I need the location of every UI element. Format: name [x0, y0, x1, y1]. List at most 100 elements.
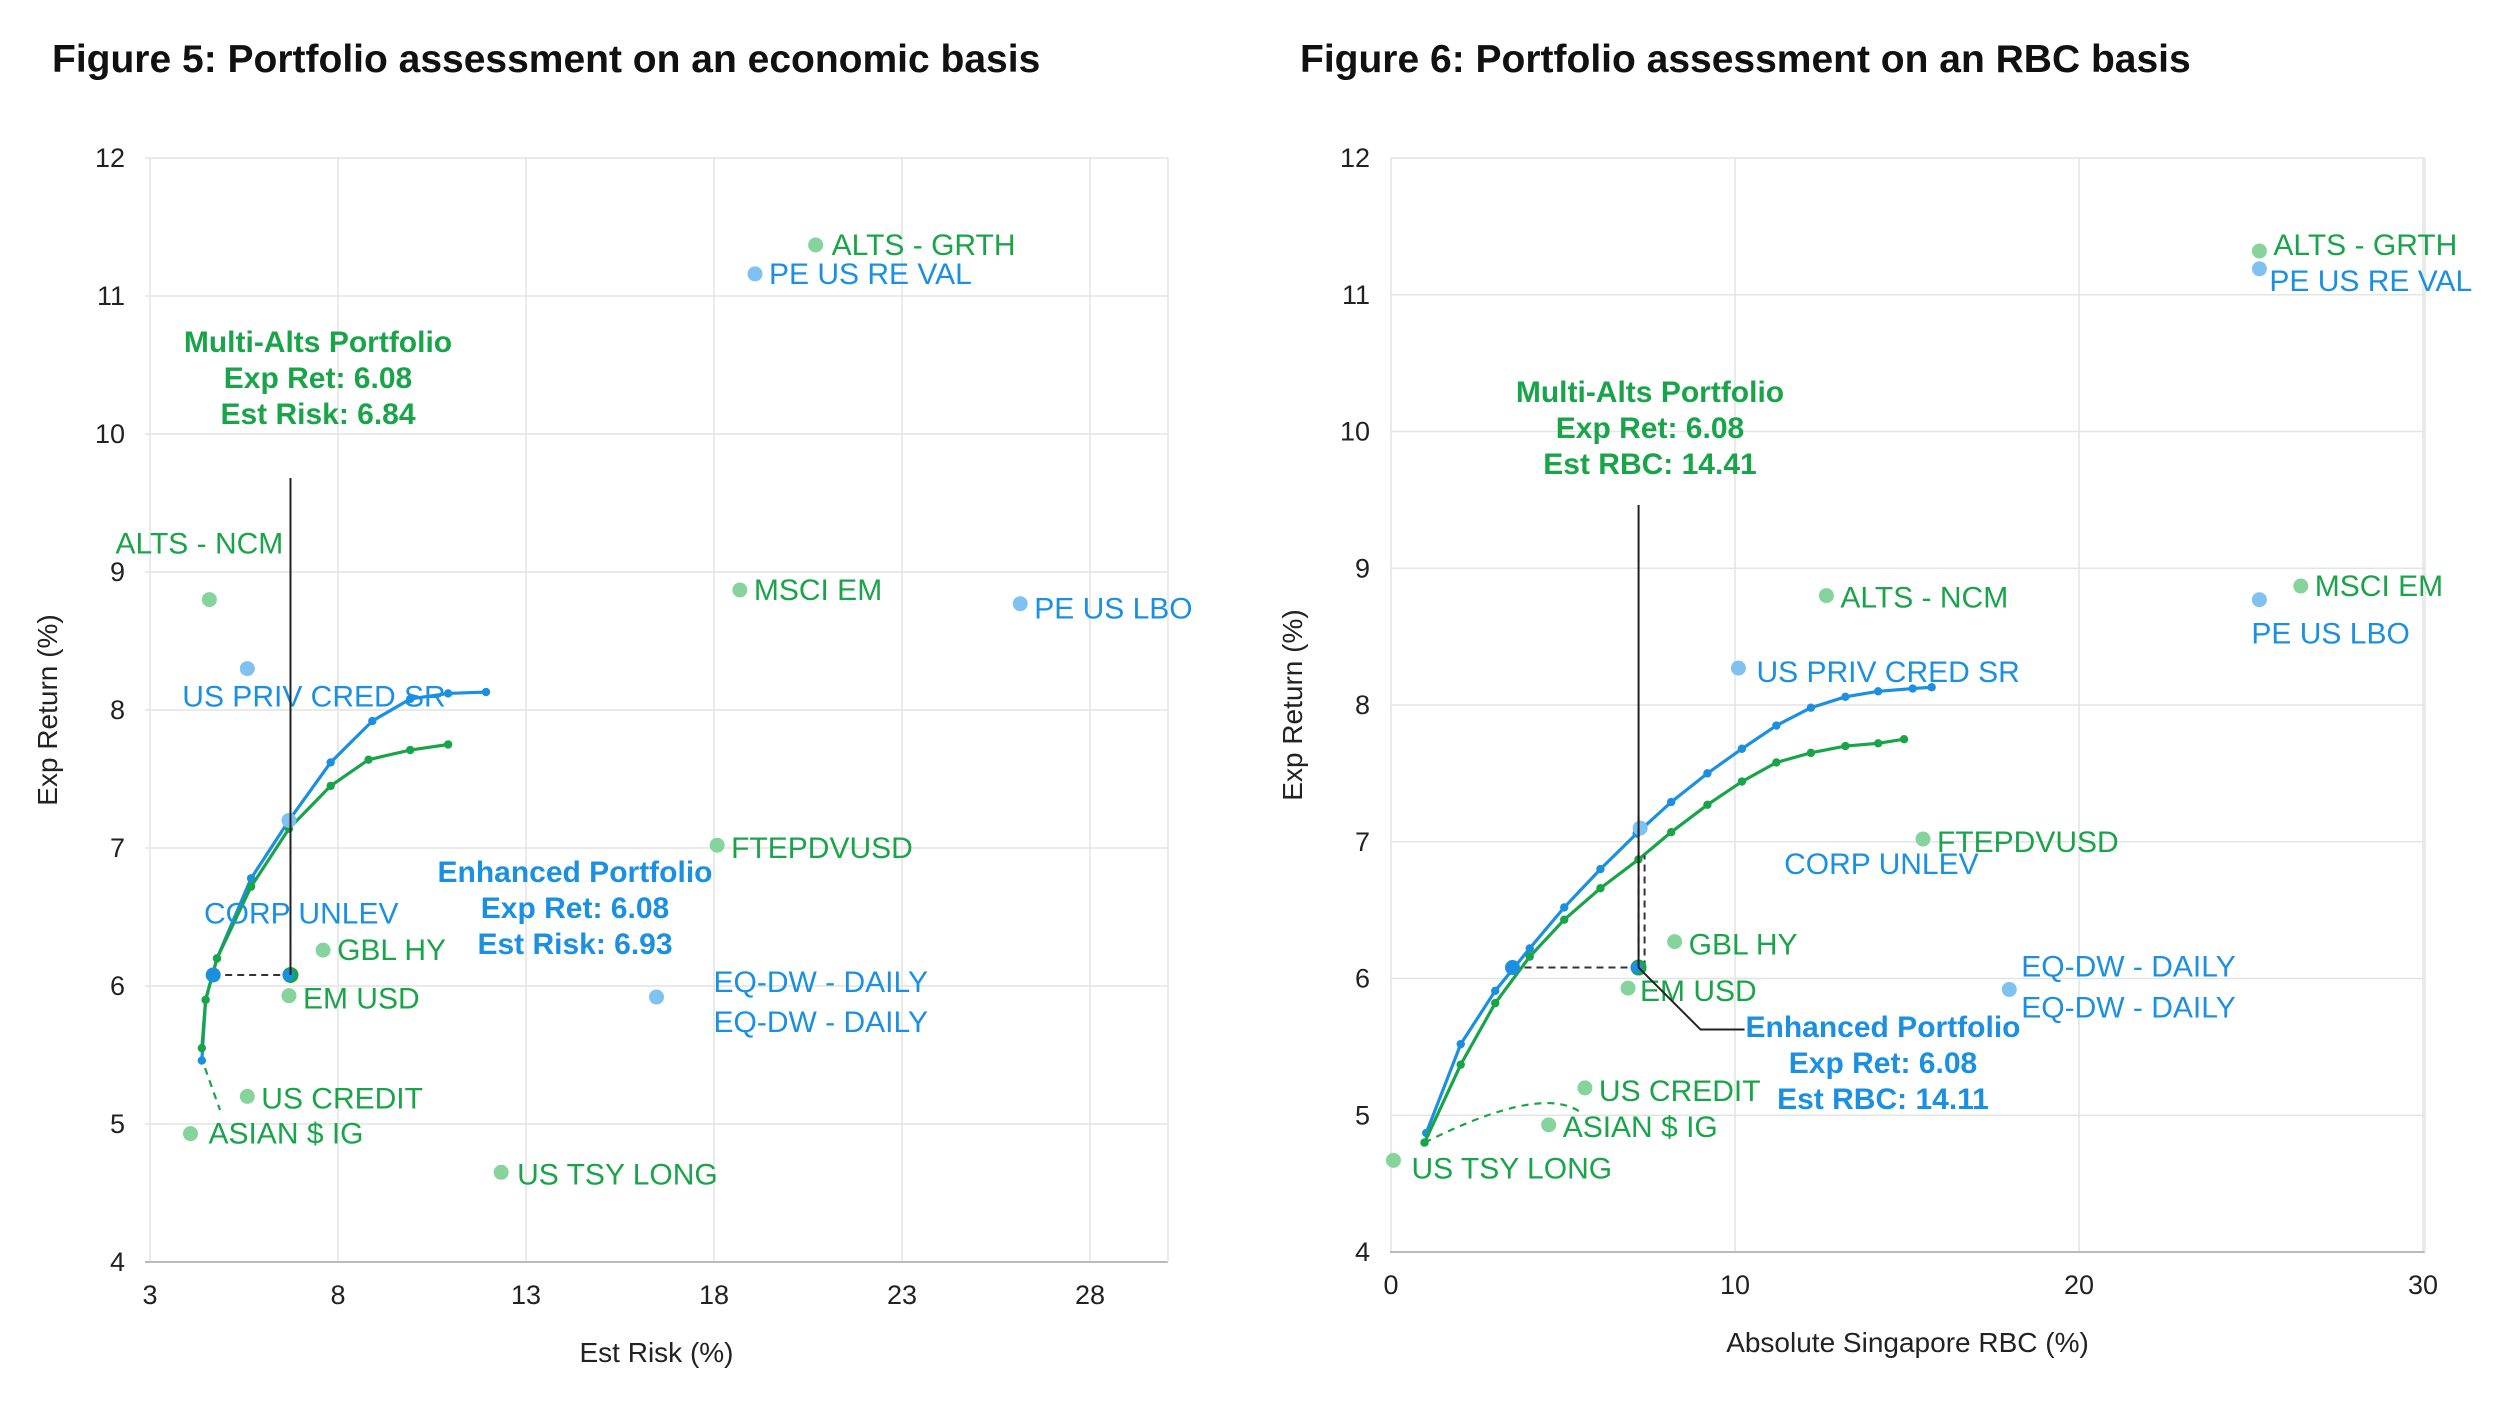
frontier-point-blue — [1491, 986, 1500, 996]
frontier-point-green — [1841, 741, 1850, 751]
frontier-point-blue — [1908, 684, 1917, 693]
frontier-point-blue — [246, 874, 256, 883]
y-tick-label: 9 — [1355, 553, 1370, 583]
y-tick-label: 8 — [110, 695, 125, 725]
y-tick-label: 7 — [1355, 827, 1370, 857]
multi-alts-annotation: Exp Ret: 6.08 — [224, 362, 412, 395]
frontier-point-blue — [1596, 864, 1605, 874]
frontier-point-blue — [368, 716, 377, 726]
frontier-point-blue — [197, 1056, 207, 1065]
y-axis-label: Exp Return (%) — [1277, 609, 1308, 800]
asset-label: ASIAN $ IG — [1563, 1111, 1718, 1144]
asset-label: MSCI EM — [2315, 570, 2443, 603]
asset-point — [2251, 261, 2267, 277]
asset-point — [2001, 981, 2017, 997]
asset-label: CORP UNLEV — [1784, 848, 1979, 881]
frontier-point-green — [201, 995, 210, 1004]
asset-label: GBL HY — [337, 934, 446, 967]
x-tick-label: 18 — [699, 1280, 729, 1310]
y-tick-label: 7 — [110, 833, 125, 863]
y-tick-label: 11 — [97, 281, 125, 311]
y-tick-label: 5 — [110, 1109, 125, 1139]
asset-label: ALTS - NCM — [116, 528, 284, 561]
asset-point — [2293, 578, 2309, 594]
frontier-point-blue — [326, 758, 335, 767]
asset-point — [709, 837, 725, 853]
enhanced-leader — [1637, 966, 1745, 1031]
asset-label: EQ-DW - DAILY — [714, 1006, 928, 1039]
x-tick-label: 28 — [1075, 1280, 1105, 1310]
frontier-point-blue — [1873, 687, 1883, 696]
asset-label: EQ-DW - DAILY — [2021, 991, 2235, 1024]
frontier-point-green — [406, 745, 415, 755]
y-tick-label: 10 — [95, 419, 125, 449]
frontier-point-blue — [1806, 703, 1816, 712]
x-tick-label: 20 — [2064, 1270, 2094, 1300]
asset-label: EQ-DW - DAILY — [714, 966, 928, 999]
enhanced-annotation: Exp Ret: 6.08 — [1789, 1047, 1977, 1080]
asset-point — [239, 1088, 255, 1104]
frontier-point-green — [1456, 1060, 1465, 1069]
asset-label: US CREDIT — [1599, 1075, 1761, 1108]
frontier-point-green — [1666, 827, 1676, 837]
asset-label: ASIAN $ IG — [208, 1118, 363, 1151]
multi-alts-annotation: Multi-Alts Portfolio — [1516, 376, 1784, 409]
asset-point — [1577, 1080, 1593, 1096]
enhanced-annotation: Enhanced Portfolio — [1745, 1011, 2020, 1044]
multi-alts-annotation: Multi-Alts Portfolio — [184, 326, 452, 359]
asset-point — [1541, 1117, 1557, 1133]
left-frontier-point — [1504, 960, 1520, 976]
y-tick-label: 6 — [1355, 964, 1370, 994]
asset-label: EM USD — [1640, 975, 1757, 1008]
asset-label: FTEPDVUSD — [1937, 826, 2119, 859]
asset-point — [239, 661, 255, 677]
frontier-point-green — [1560, 915, 1569, 924]
asset-point — [747, 266, 763, 282]
asset-point — [182, 1126, 198, 1142]
asset-label: US TSY LONG — [1411, 1152, 1612, 1185]
enhanced-point — [282, 968, 295, 981]
asset-label: EQ-DW - DAILY — [2021, 950, 2235, 983]
y-tick-label: 10 — [1340, 417, 1370, 447]
frontier-point-green — [1772, 758, 1781, 767]
frontier-point-blue — [1927, 683, 1936, 692]
enhanced-annotation: Enhanced Portfolio — [437, 856, 712, 889]
figure-6-title: Figure 6: Portfolio assessment on an RBC… — [1300, 38, 2191, 81]
multi-alts-annotation: Est RBC: 14.41 — [1543, 448, 1756, 481]
asset-label: ALTS - GRTH — [2273, 229, 2457, 262]
asset-point — [1730, 660, 1746, 676]
x-tick-label: 0 — [1383, 1270, 1398, 1300]
tsy-connector — [1424, 1101, 1584, 1144]
frontier-point-blue — [1703, 769, 1712, 778]
enhanced-annotation: Est Risk: 6.93 — [477, 928, 672, 961]
x-axis-label: Est Risk (%) — [580, 1337, 734, 1368]
frontier-point-green — [197, 1043, 207, 1053]
asset-label: PE US RE VAL — [2269, 265, 2472, 298]
enhanced-annotation: Exp Ret: 6.08 — [481, 892, 669, 925]
frontier-point-green — [1873, 739, 1883, 748]
x-tick-label: 23 — [887, 1280, 917, 1310]
asset-label: CORP UNLEV — [204, 897, 399, 930]
asset-label: PE US LBO — [1034, 593, 1192, 626]
frontier-point-blue — [1560, 903, 1569, 912]
asian-ig-connector — [203, 1067, 222, 1111]
y-axis-label: Exp Return (%) — [32, 614, 63, 805]
asset-point — [493, 1164, 509, 1180]
asset-label: US PRIV CRED SR — [182, 681, 445, 714]
asset-point — [281, 988, 297, 1004]
x-tick-label: 13 — [511, 1280, 541, 1310]
asset-point — [2251, 243, 2267, 259]
asset-point — [201, 592, 217, 608]
asset-label: EM USD — [303, 983, 420, 1016]
frontier-point-green — [246, 882, 256, 891]
frontier-point-blue — [1841, 692, 1850, 701]
frontier-point-green — [443, 740, 453, 749]
asset-label: ALTS - NCM — [1840, 582, 2008, 615]
frontier-point-green — [1806, 748, 1816, 758]
frontier-point-green — [1737, 777, 1747, 786]
frontier-point-green — [326, 781, 335, 791]
left-frontier-point — [205, 967, 221, 983]
asset-point — [649, 989, 664, 1005]
y-tick-label: 4 — [110, 1247, 125, 1277]
